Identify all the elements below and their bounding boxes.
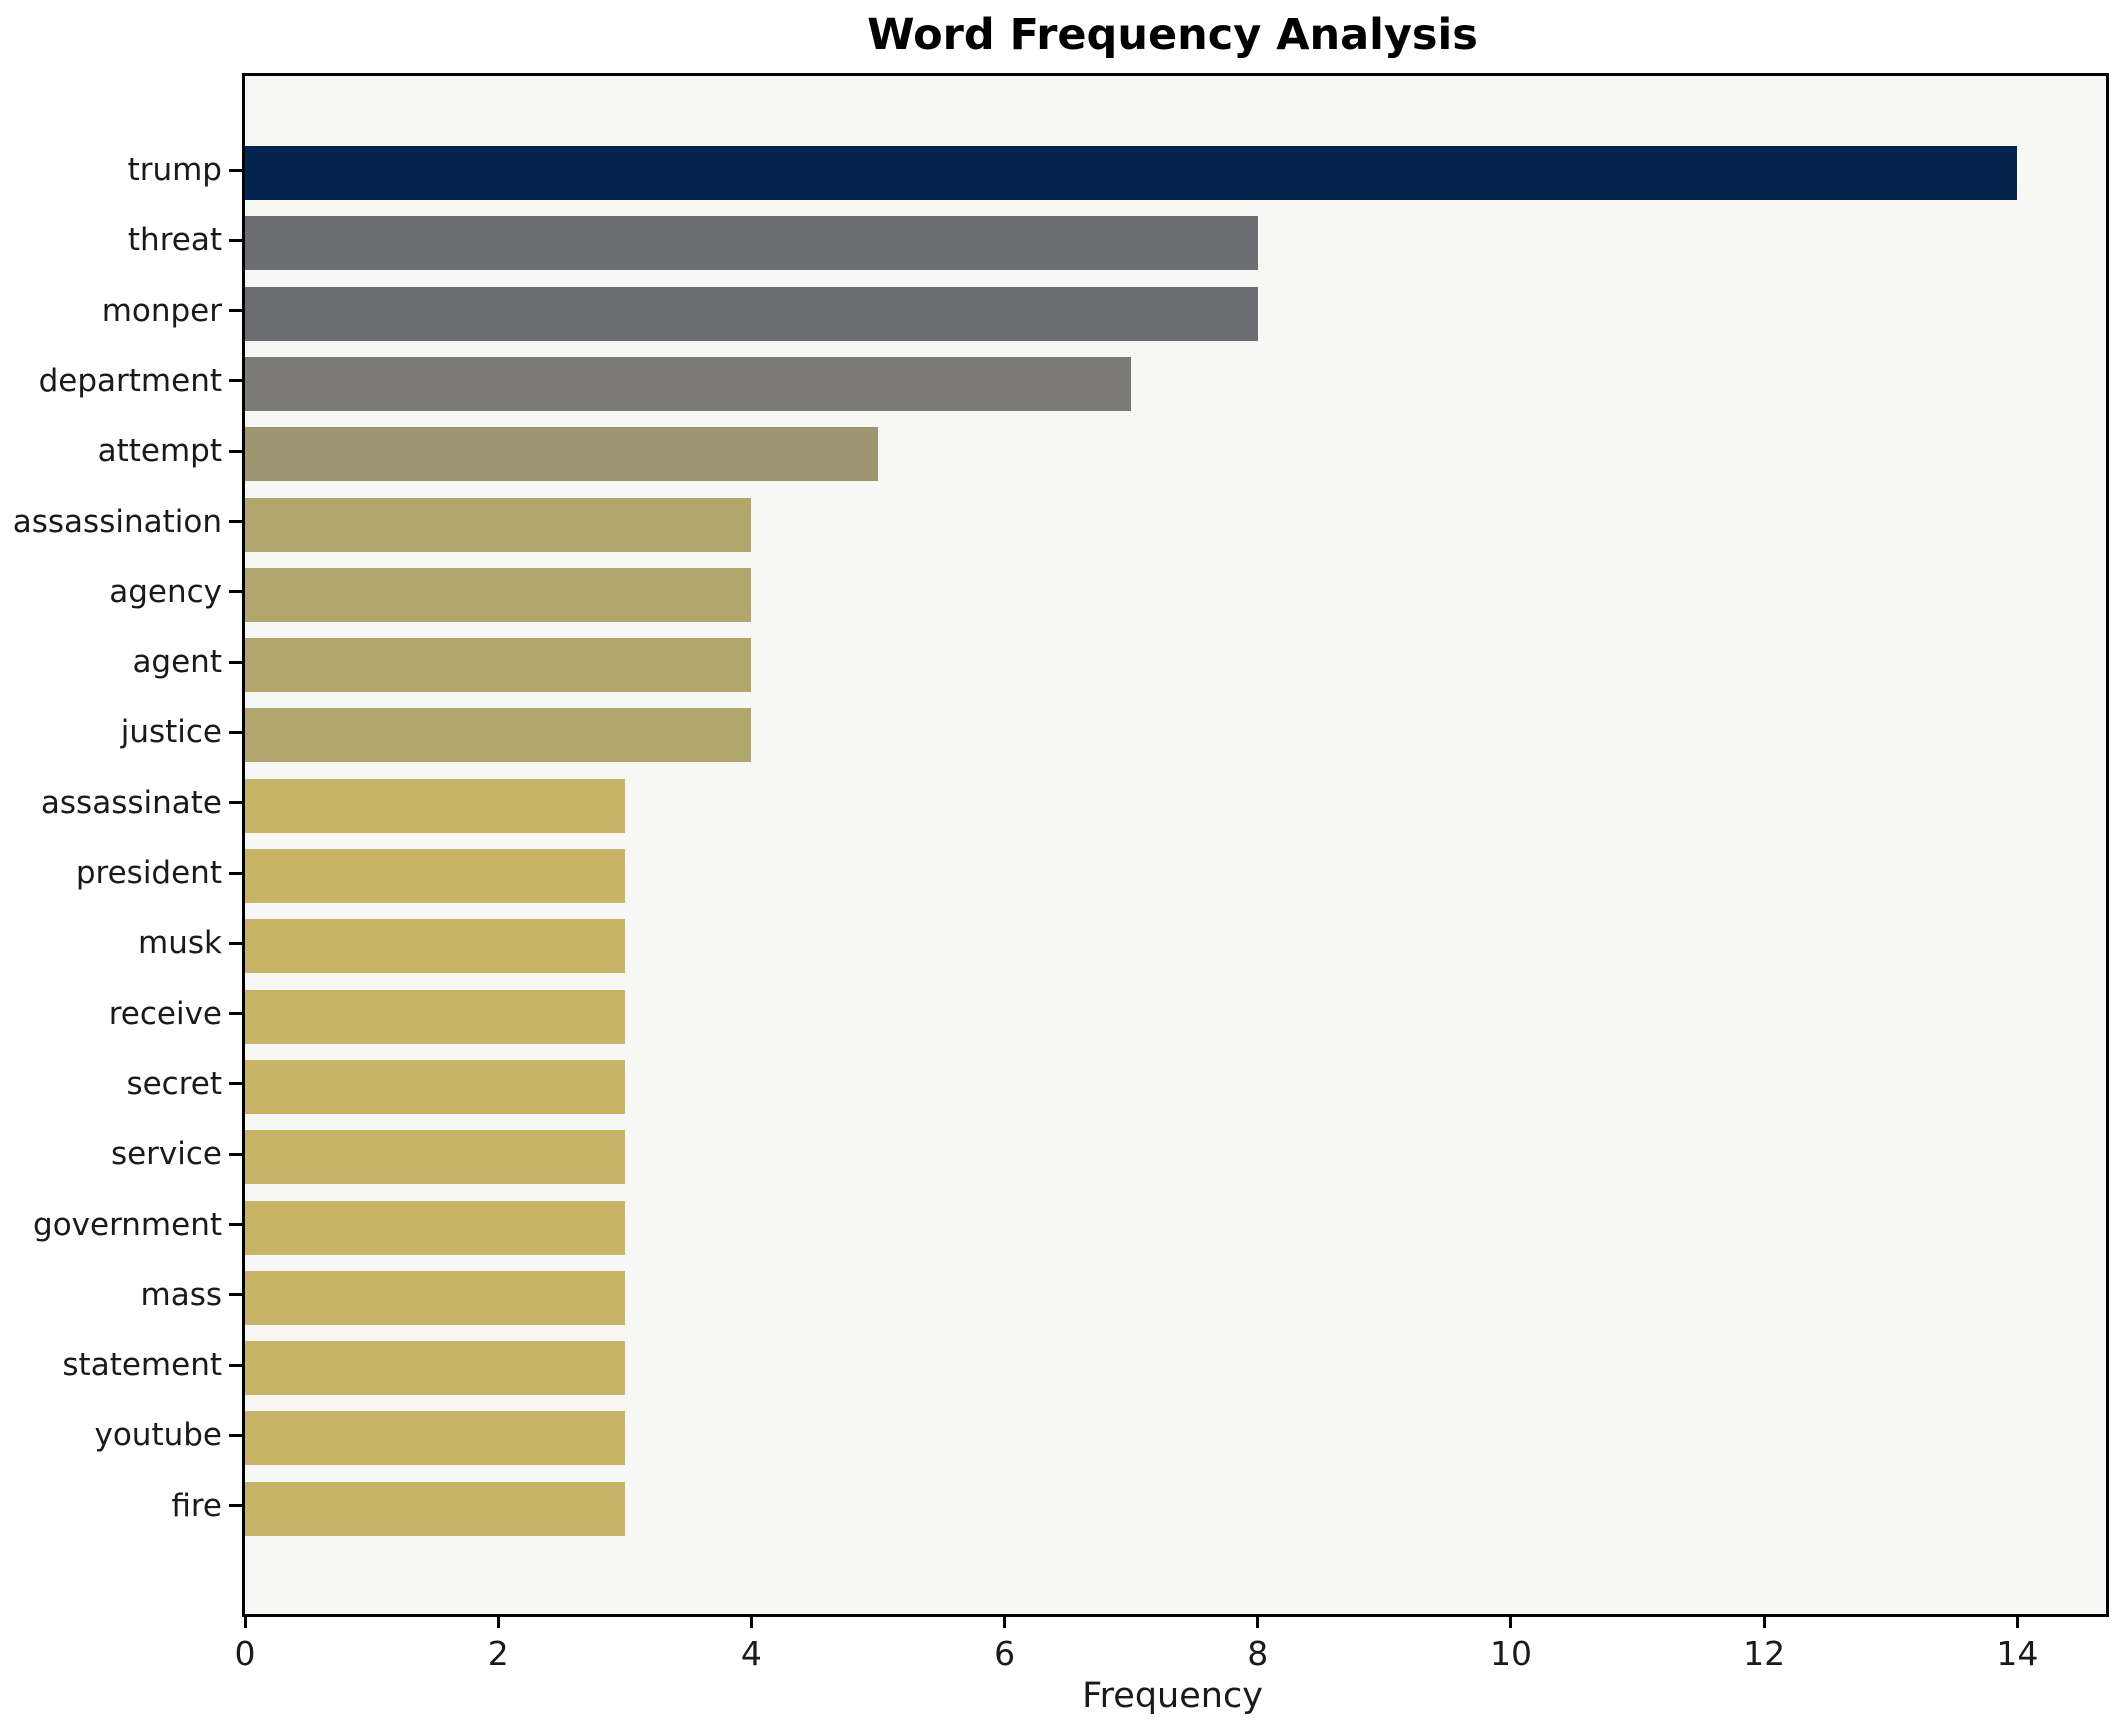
y-tick-label: attempt — [97, 433, 222, 470]
bar — [245, 356, 1132, 411]
y-tick-label: musk — [138, 925, 222, 962]
y-tick-mark — [229, 1363, 242, 1367]
bar — [245, 919, 625, 974]
x-tick-label: 2 — [487, 1634, 509, 1673]
plot-area — [242, 73, 2109, 1617]
y-tick-mark — [229, 520, 242, 523]
y-tick-label: service — [110, 1136, 222, 1173]
y-tick-mark — [229, 1082, 242, 1086]
y-tick-mark — [229, 1223, 242, 1226]
y-tick-label: trump — [127, 152, 222, 188]
x-tick-mark — [243, 1614, 247, 1628]
y-tick-mark — [229, 871, 242, 875]
x-tick-mark — [749, 1614, 753, 1628]
y-tick-mark — [229, 801, 242, 805]
bar — [245, 1270, 625, 1325]
y-tick-label: monper — [101, 292, 222, 329]
y-tick-mark — [229, 941, 242, 945]
y-tick-label: youtube — [94, 1417, 222, 1454]
bar — [245, 1481, 625, 1536]
x-tick-mark — [1509, 1614, 1513, 1628]
bar — [245, 1059, 625, 1114]
y-tick-label: justice — [120, 714, 222, 751]
bar — [245, 778, 625, 833]
x-tick-label: 4 — [740, 1634, 762, 1673]
bar — [245, 146, 2018, 200]
y-tick-label: mass — [140, 1276, 223, 1313]
y-tick-mark — [229, 1433, 242, 1437]
x-axis-label: Frequency — [1082, 1676, 1263, 1716]
y-tick-label: government — [33, 1206, 222, 1243]
x-tick-label: 12 — [1743, 1634, 1786, 1673]
bar — [245, 989, 625, 1044]
x-tick-label: 6 — [994, 1634, 1016, 1673]
bar — [245, 216, 1258, 271]
bar — [245, 708, 752, 763]
x-tick-mark — [2015, 1614, 2019, 1628]
y-tick-mark — [229, 1504, 242, 1508]
bar — [245, 1200, 625, 1255]
bar — [245, 638, 752, 693]
x-tick-label: 10 — [1489, 1634, 1532, 1673]
bar — [245, 497, 752, 552]
y-tick-label: fire — [171, 1487, 222, 1524]
bar — [245, 567, 752, 622]
y-tick-label: agency — [109, 573, 222, 610]
y-tick-mark — [229, 660, 242, 664]
chart-title: Word Frequency Analysis — [867, 10, 1478, 60]
y-tick-mark — [229, 1012, 242, 1016]
x-tick-mark — [1762, 1614, 1766, 1628]
y-tick-mark — [229, 168, 242, 172]
bar — [245, 1411, 625, 1466]
bar — [245, 427, 878, 482]
x-tick-label: 14 — [1996, 1634, 2039, 1673]
y-tick-mark — [229, 730, 242, 734]
y-tick-mark — [229, 309, 242, 313]
y-tick-label: statement — [62, 1347, 222, 1384]
x-tick-label: 8 — [1247, 1634, 1269, 1673]
x-tick-mark — [1003, 1614, 1007, 1628]
y-tick-label: agent — [132, 644, 222, 681]
y-tick-mark — [229, 238, 242, 242]
bar — [245, 849, 625, 903]
y-tick-mark — [229, 379, 242, 383]
y-tick-label: assassinate — [40, 784, 222, 821]
bar — [245, 286, 1258, 341]
y-tick-mark — [229, 1152, 242, 1156]
y-tick-label: threat — [127, 222, 222, 259]
y-tick-label: department — [38, 362, 222, 399]
y-tick-mark — [229, 449, 242, 453]
x-tick-mark — [496, 1614, 500, 1628]
y-tick-label: secret — [126, 1065, 222, 1102]
y-tick-label: receive — [108, 995, 222, 1032]
bar — [245, 1130, 625, 1185]
bar — [245, 1341, 625, 1396]
y-tick-label: assassination — [12, 503, 222, 540]
y-tick-mark — [229, 590, 242, 594]
y-tick-label: president — [75, 855, 222, 891]
x-tick-label: 0 — [234, 1634, 256, 1673]
x-tick-mark — [1256, 1614, 1260, 1628]
y-tick-mark — [229, 1293, 242, 1297]
